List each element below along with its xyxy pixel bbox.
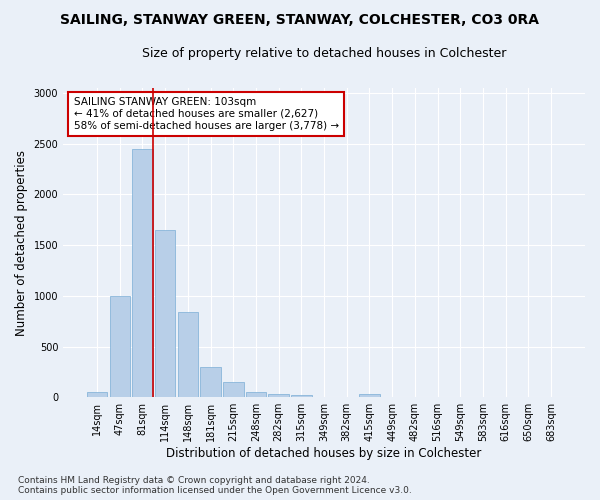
X-axis label: Distribution of detached houses by size in Colchester: Distribution of detached houses by size … [166, 447, 482, 460]
Text: SAILING, STANWAY GREEN, STANWAY, COLCHESTER, CO3 0RA: SAILING, STANWAY GREEN, STANWAY, COLCHES… [61, 12, 539, 26]
Text: SAILING STANWAY GREEN: 103sqm
← 41% of detached houses are smaller (2,627)
58% o: SAILING STANWAY GREEN: 103sqm ← 41% of d… [74, 98, 339, 130]
Bar [87, 392, 107, 397]
Y-axis label: Number of detached properties: Number of detached properties [15, 150, 28, 336]
Bar [268, 394, 289, 397]
Bar [155, 230, 175, 397]
Bar [132, 149, 153, 397]
Bar [178, 312, 198, 397]
Bar [291, 395, 311, 397]
Bar [246, 392, 266, 397]
Bar [200, 367, 221, 397]
Title: Size of property relative to detached houses in Colchester: Size of property relative to detached ho… [142, 48, 506, 60]
Bar [110, 296, 130, 397]
Bar [359, 394, 380, 397]
Bar [223, 382, 244, 397]
Text: Contains HM Land Registry data © Crown copyright and database right 2024.
Contai: Contains HM Land Registry data © Crown c… [18, 476, 412, 495]
